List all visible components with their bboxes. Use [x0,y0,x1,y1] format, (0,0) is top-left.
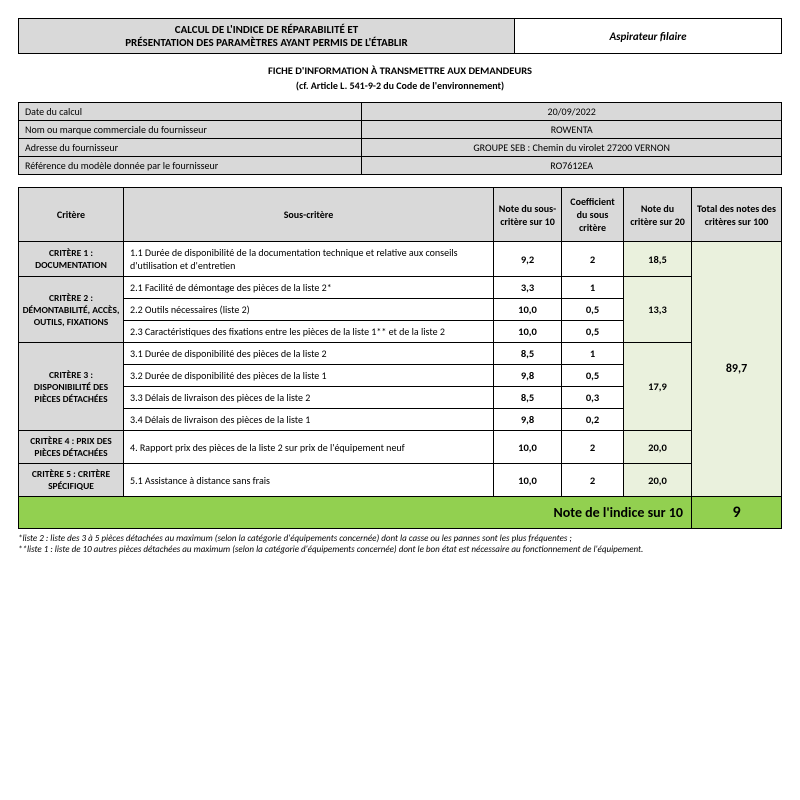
criteria-2-note20: 13,3 [624,277,692,343]
sub-text: 2.2 Outils nécessaires (liste 2) [124,299,494,321]
sub-coef: 1 [562,343,624,365]
footnotes: *liste 2 : liste des 3 à 5 pièces détach… [18,533,782,556]
table-row: CRITÈRE 4 : PRIX DES PIÈCES DÉTACHÉES 4.… [19,431,782,464]
sub-coef: 0,5 [562,365,624,387]
sub-coef: 1 [562,277,624,299]
sub-coef: 2 [562,431,624,464]
sub-text: 2.3 Caractéristiques des fixations entre… [124,321,494,343]
criteria-4-label: CRITÈRE 4 : PRIX DES PIÈCES DÉTACHÉES [19,431,124,464]
table-row: CRITÈRE 3 : DISPONIBILITÉ DES PIÈCES DÉT… [19,343,782,365]
sub-text: 3.2 Durée de disponibilité des pièces de… [124,365,494,387]
criteria-2-label: CRITÈRE 2 : DÉMONTABILITÉ, ACCÈS, OUTILS… [19,277,124,343]
sub-n10: 8,5 [494,387,562,409]
table-row: Référence du modèle donnée par le fourni… [19,157,782,175]
info-label: Adresse du fournisseur [19,139,362,157]
sub-n10: 10,0 [494,464,562,497]
sub-coef: 2 [562,242,624,277]
sub-coef: 0,5 [562,299,624,321]
col-sous-critere: Sous-critère [124,188,494,242]
criteria-5-note20: 20,0 [624,464,692,497]
info-label: Référence du modèle donnée par le fourni… [19,157,362,175]
col-coef: Coefficient du sous critère [562,188,624,242]
sub-coef: 0,5 [562,321,624,343]
sub-text: 3.4 Délais de livraison des pièces de la… [124,409,494,431]
info-table: Date du calcul20/09/2022 Nom ou marque c… [18,102,782,175]
subtitle: FICHE D'INFORMATION À TRANSMETTRE AUX DE… [18,64,782,77]
info-label: Date du calcul [19,103,362,121]
sub-n10: 3,3 [494,277,562,299]
sub-text: 2.1 Facilité de démontage des pièces de … [124,277,494,299]
info-label: Nom ou marque commerciale du fournisseur [19,121,362,139]
sub-text: 5.1 Assistance à distance sans frais [124,464,494,497]
sub-text: 3.1 Durée de disponibilité des pièces de… [124,343,494,365]
index-label: Note de l'indice sur 10 [19,497,692,529]
criteria-3-note20: 17,9 [624,343,692,431]
table-header-row: Critère Sous-critère Note du sous-critèr… [19,188,782,242]
table-row: Nom ou marque commerciale du fournisseur… [19,121,782,139]
col-total100: Total des notes des critères sur 100 [692,188,782,242]
criteria-1-label: CRITÈRE 1 : DOCUMENTATION [19,242,124,277]
sub-text: 4. Rapport prix des pièces de la liste 2… [124,431,494,464]
total-100: 89,7 [692,242,782,497]
criteria-4-note20: 20,0 [624,431,692,464]
col-critere: Critère [19,188,124,242]
table-row: Adresse du fournisseurGROUPE SEB : Chemi… [19,139,782,157]
info-value: 20/09/2022 [362,103,782,121]
sub-n10: 10,0 [494,321,562,343]
info-value: RO7612EA [362,157,782,175]
sub-coef: 2 [562,464,624,497]
header-table: CALCUL DE L'INDICE DE RÉPARABILITÉ ET PR… [18,18,782,54]
col-note20: Note du critère sur 20 [624,188,692,242]
header-product: Aspirateur filaire [514,19,781,54]
table-row: CRITÈRE 1 : DOCUMENTATION 1.1 Durée de d… [19,242,782,277]
criteria-5-label: CRITÈRE 5 : CRITÈRE SPÉCIFIQUE [19,464,124,497]
index-row: Note de l'indice sur 10 9 [19,497,782,529]
table-row: CRITÈRE 2 : DÉMONTABILITÉ, ACCÈS, OUTILS… [19,277,782,299]
index-value: 9 [692,497,782,529]
header-title-line2: PRÉSENTATION DES PARAMÈTRES AYANT PERMIS… [25,36,508,49]
criteria-3-label: CRITÈRE 3 : DISPONIBILITÉ DES PIÈCES DÉT… [19,343,124,431]
sub-n10: 10,0 [494,299,562,321]
sub-text: 1.1 Durée de disponibilité de la documen… [124,242,494,277]
sub-n10: 9,8 [494,409,562,431]
sub-text: 3.3 Délais de livraison des pièces de la… [124,387,494,409]
criteria-table: Critère Sous-critère Note du sous-critèr… [18,187,782,529]
sub-n10: 9,8 [494,365,562,387]
subref: (cf. Article L. 541-9-2 du Code de l'env… [18,79,782,92]
criteria-1-note20: 18,5 [624,242,692,277]
info-value: ROWENTA [362,121,782,139]
sub-n10: 9,2 [494,242,562,277]
sub-n10: 8,5 [494,343,562,365]
header-title-line1: CALCUL DE L'INDICE DE RÉPARABILITÉ ET [25,23,508,36]
footnote-2: **liste 1 : liste de 10 autres pièces dé… [18,544,782,555]
col-note10: Note du sous-critère sur 10 [494,188,562,242]
info-value: GROUPE SEB : Chemin du virolet 27200 VER… [362,139,782,157]
header-title: CALCUL DE L'INDICE DE RÉPARABILITÉ ET PR… [19,19,515,54]
table-row: CRITÈRE 5 : CRITÈRE SPÉCIFIQUE 5.1 Assis… [19,464,782,497]
sub-coef: 0,3 [562,387,624,409]
table-row: Date du calcul20/09/2022 [19,103,782,121]
footnote-1: *liste 2 : liste des 3 à 5 pièces détach… [18,533,782,544]
sub-coef: 0,2 [562,409,624,431]
sub-n10: 10,0 [494,431,562,464]
